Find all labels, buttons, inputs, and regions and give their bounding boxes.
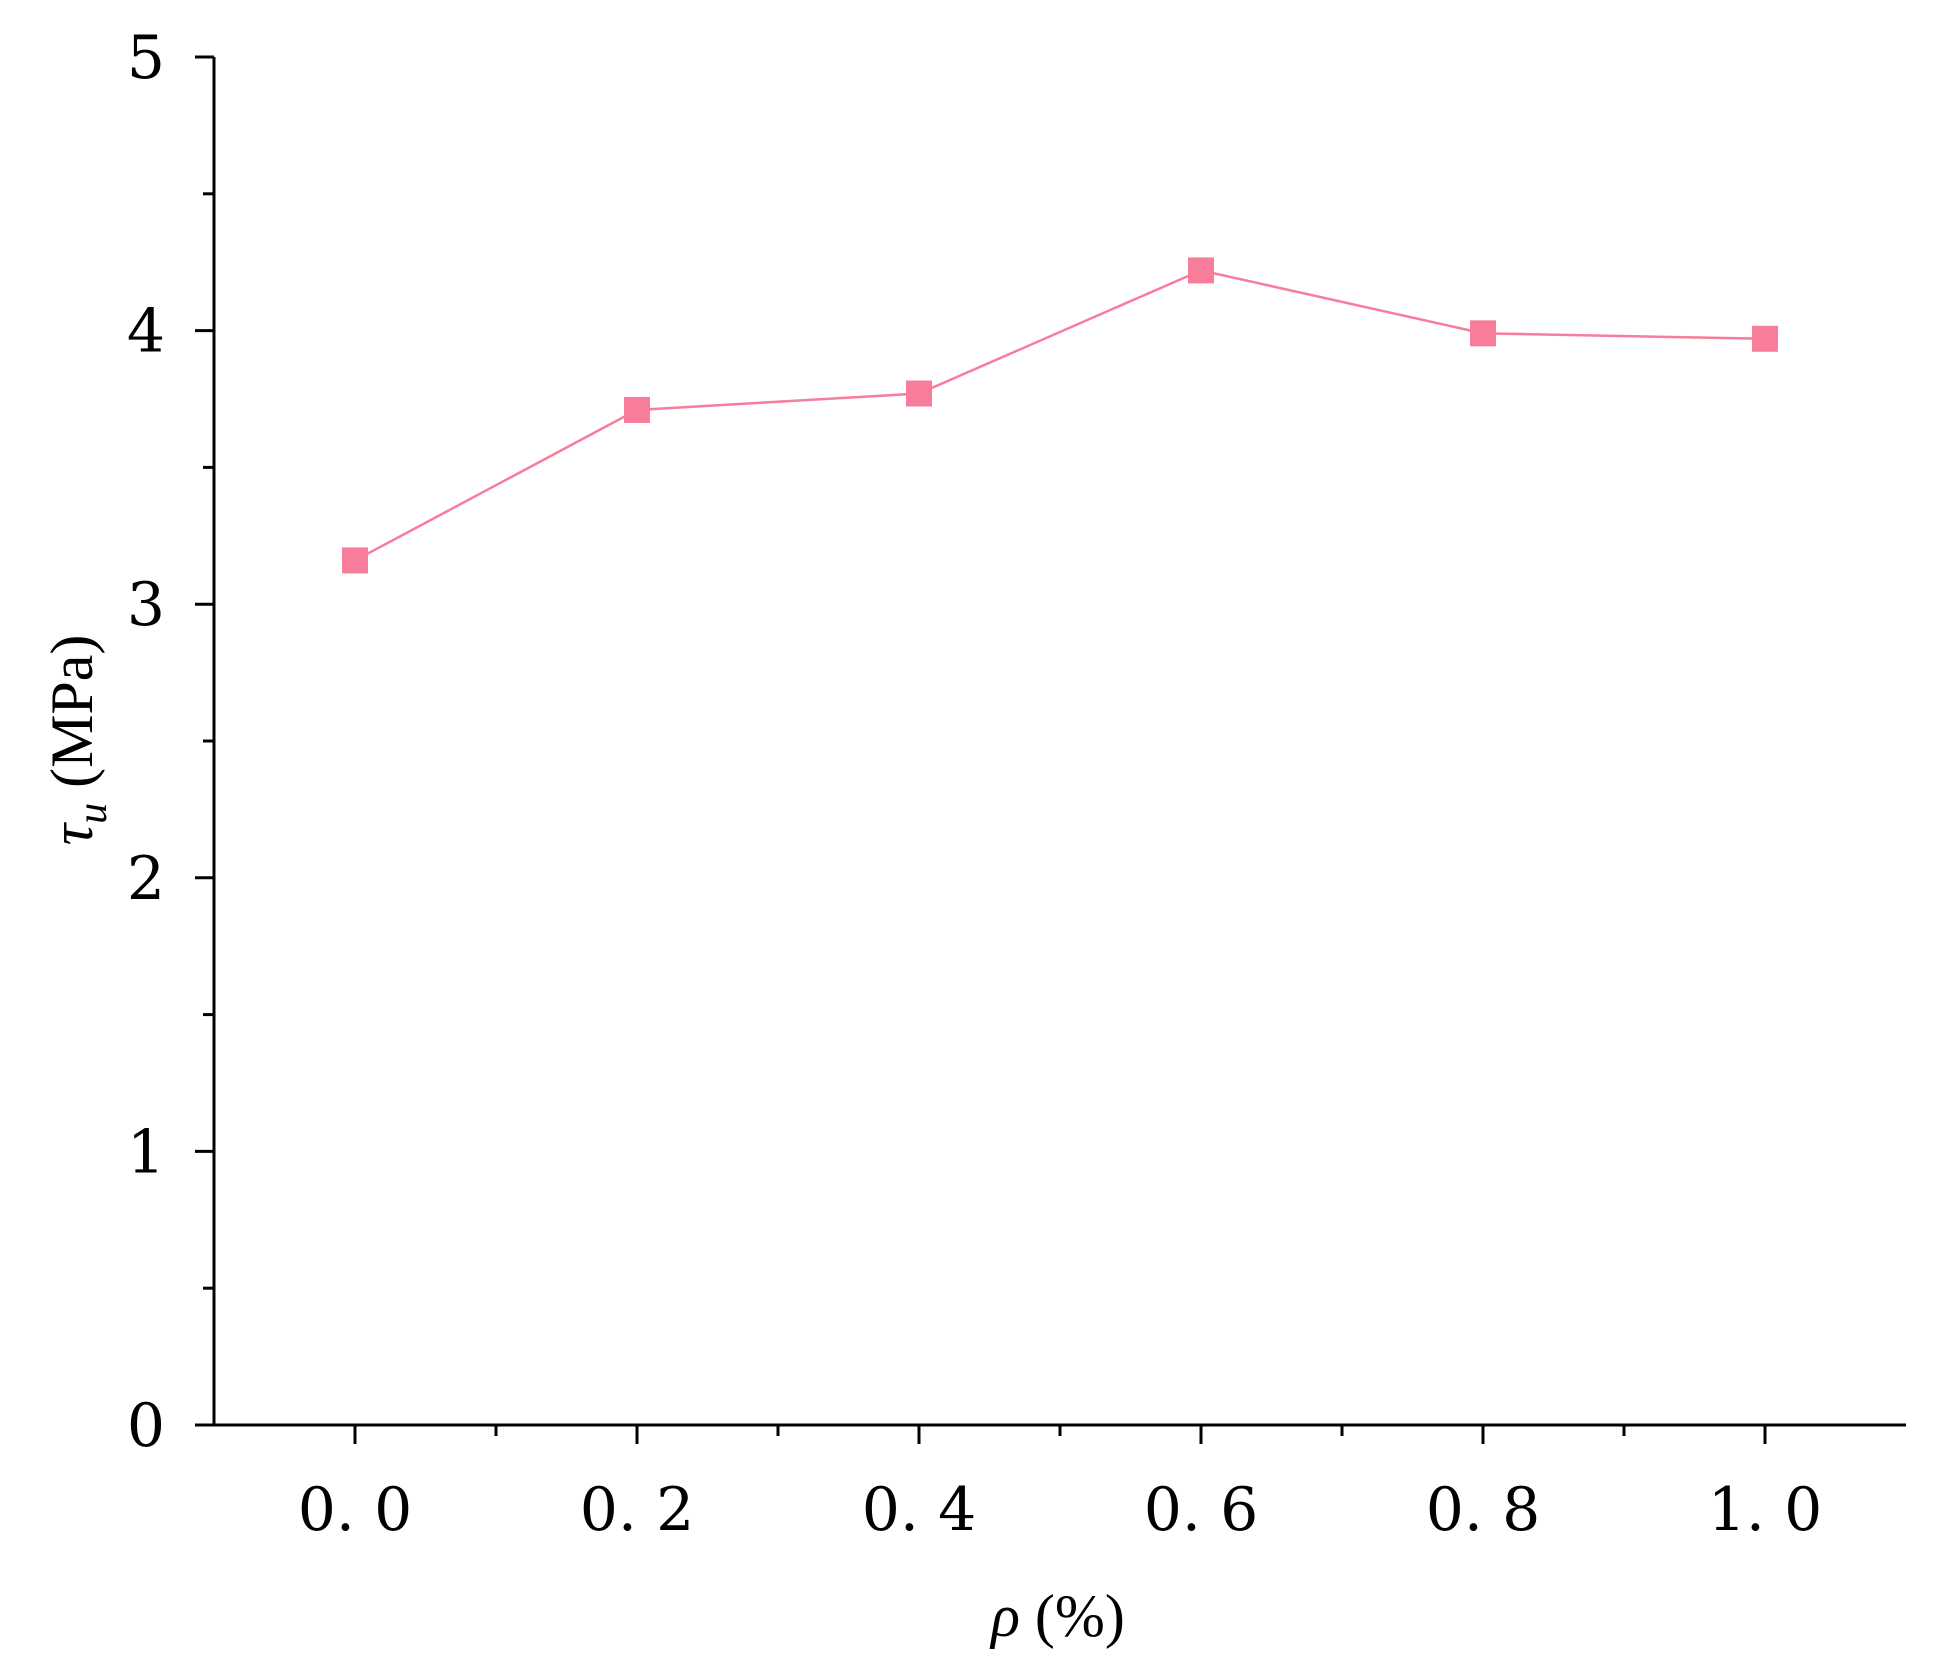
data-point-marker (624, 396, 650, 423)
x-tick-label: 0. 4 (862, 1475, 977, 1545)
x-tick-label: 0. 6 (1144, 1475, 1259, 1545)
y-axis-subscript: u (70, 803, 116, 824)
y-tick-label: 0 (127, 1391, 165, 1461)
series-line (354, 269, 1766, 562)
y-tick-label: 5 (127, 23, 165, 93)
y-axis-symbol: τ (39, 821, 105, 845)
x-tick-label: 0. 8 (1426, 1475, 1541, 1545)
data-point-marker (342, 547, 368, 574)
y-tick-label: 4 (127, 297, 165, 367)
x-tick-label: 1. 0 (1708, 1475, 1823, 1545)
data-point-marker (1188, 257, 1214, 284)
y-ticks: 0 1 2 3 4 5 (127, 23, 214, 1461)
x-axis-unit: (%) (1020, 1583, 1125, 1649)
y-tick-label: 3 (127, 570, 165, 640)
y-axis-title: τu (MPa) (39, 635, 116, 846)
y-tick-label: 1 (127, 1117, 165, 1187)
x-ticks: 0. 0 0. 2 0. 4 0. 6 0. 8 1. 0 (298, 1425, 1823, 1545)
x-tick-label: 0. 2 (580, 1475, 695, 1545)
series-layer (342, 257, 1778, 574)
data-point-marker (1470, 320, 1496, 347)
x-axis-title: ρ (%) (989, 1583, 1125, 1649)
data-point-marker (1752, 325, 1778, 352)
data-point-marker (906, 380, 932, 407)
x-tick-label: 0. 0 (298, 1475, 413, 1545)
x-axis-symbol: ρ (989, 1583, 1020, 1649)
y-axis-unit: (MPa) (39, 635, 105, 803)
y-tick-label: 2 (127, 844, 165, 914)
axes (212, 57, 1906, 1427)
